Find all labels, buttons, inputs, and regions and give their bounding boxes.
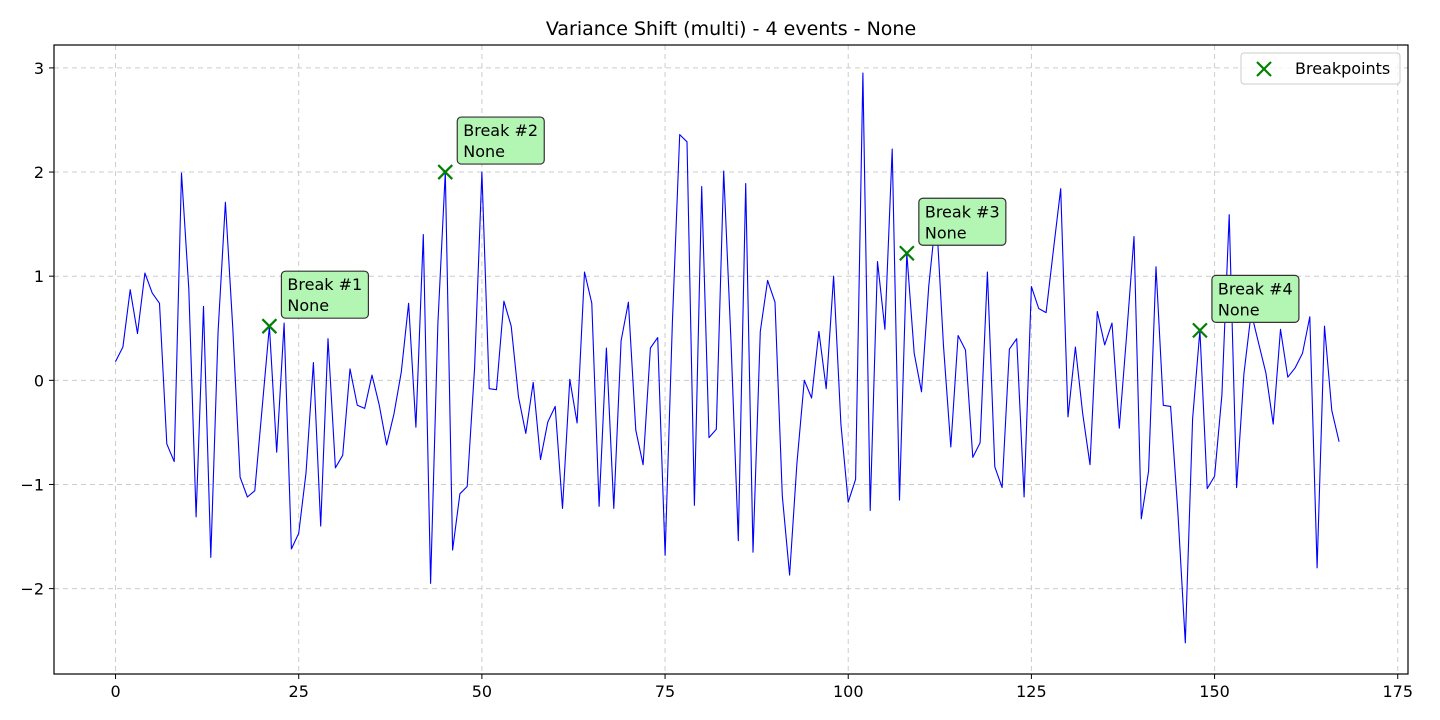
annotation-title: Break #2 bbox=[463, 121, 538, 140]
breakpoint-annotation: Break #1 None bbox=[280, 270, 370, 319]
y-tick-label: 3 bbox=[34, 59, 44, 78]
y-tick-label: 1 bbox=[34, 267, 44, 286]
x-tick-label: 0 bbox=[110, 682, 120, 701]
x-tick-label: 150 bbox=[1199, 682, 1230, 701]
x-tick-label: 25 bbox=[289, 682, 309, 701]
annotation-value: None bbox=[287, 296, 329, 315]
axes: 0 25 50 75 100 125 150 175 −2 −1 0 1 2 3 bbox=[20, 59, 1413, 701]
annotation-title: Break #4 bbox=[1218, 279, 1293, 298]
annotation-title: Break #3 bbox=[925, 202, 1000, 221]
grid bbox=[54, 45, 1408, 674]
y-tick-label: −1 bbox=[20, 475, 44, 494]
chart-title: Variance Shift (multi) - 4 events - None bbox=[546, 18, 916, 40]
breakpoint-annotation: Break #2 None bbox=[456, 116, 545, 165]
annotation-box bbox=[918, 197, 1007, 246]
series-line bbox=[115, 72, 1340, 644]
x-tick-label: 175 bbox=[1382, 682, 1413, 701]
breakpoint-marker bbox=[1192, 322, 1208, 339]
breakpoint-annotation: Break #4 None bbox=[1211, 274, 1300, 323]
legend-box bbox=[1240, 52, 1401, 85]
y-tick-label: 2 bbox=[34, 163, 44, 182]
annotation-box bbox=[456, 116, 545, 165]
legend: Breakpoints bbox=[1240, 52, 1401, 85]
x-tick-label: 125 bbox=[1016, 682, 1047, 701]
plot-frame bbox=[53, 44, 1409, 675]
annotation-value: None bbox=[925, 223, 967, 242]
annotation-value: None bbox=[1218, 300, 1260, 319]
legend-label-breakpoints: Breakpoints bbox=[1295, 59, 1390, 78]
annotation-box bbox=[280, 270, 370, 319]
breakpoint-marker bbox=[899, 245, 915, 262]
x-tick-label: 100 bbox=[833, 682, 864, 701]
annotation-value: None bbox=[463, 142, 505, 161]
x-tick-label: 75 bbox=[655, 682, 675, 701]
breakpoint-marker bbox=[261, 318, 278, 334]
breakpoint-annotation: Break #3 None bbox=[918, 197, 1007, 246]
annotation-title: Break #1 bbox=[287, 275, 362, 294]
series-layer bbox=[115, 72, 1340, 644]
y-tick-label: −2 bbox=[20, 580, 44, 599]
breakpoint-marker bbox=[437, 164, 454, 180]
legend-marker-x-icon bbox=[1256, 61, 1272, 77]
annotation-box bbox=[1211, 274, 1300, 323]
y-tick-label: 0 bbox=[34, 371, 44, 390]
x-tick-label: 50 bbox=[472, 682, 492, 701]
